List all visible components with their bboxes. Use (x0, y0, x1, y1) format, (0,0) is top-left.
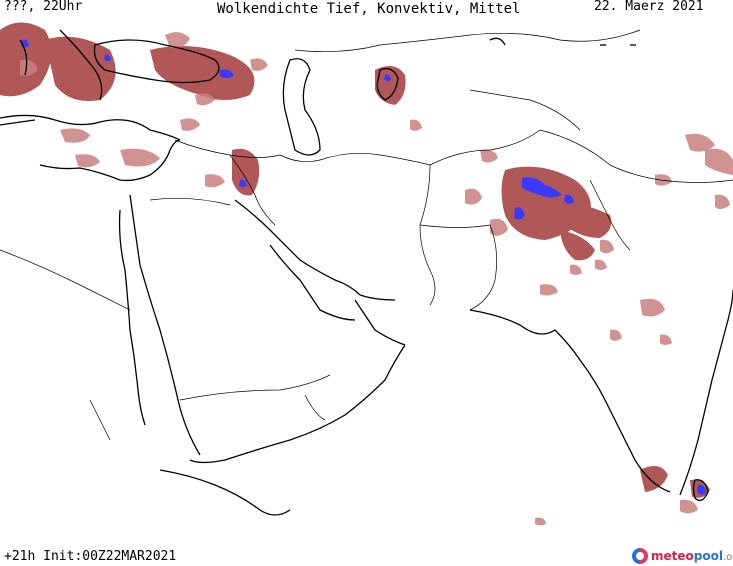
convective-cores (21, 39, 706, 495)
cloud-cover-dense (0, 22, 710, 498)
init-label: +21h Init:00Z22MAR2021 (4, 549, 177, 564)
forecast-hour-label: ???, 22Uhr (4, 0, 83, 14)
logo-text-pool: pool (693, 549, 723, 563)
coastlines (0, 29, 733, 516)
cloud-cover-light (20, 32, 733, 526)
meteopool-logo[interactable]: meteopool.org (632, 546, 733, 566)
map-title: Wolkendichte Tief, Konvektiv, Mittel (217, 1, 521, 17)
country-borders (0, 29, 733, 441)
logo-text-meteo: meteo (651, 549, 694, 563)
date-label: 22. Maerz 2021 (594, 0, 704, 14)
meteopool-logo-icon (632, 548, 648, 564)
logo-text-org: .org (722, 552, 733, 563)
